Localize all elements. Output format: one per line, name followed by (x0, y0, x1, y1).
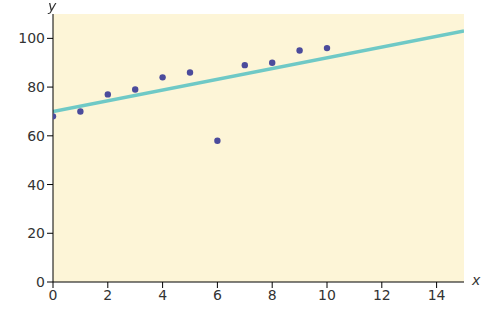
svg-text:12: 12 (373, 287, 391, 303)
svg-text:6: 6 (213, 287, 222, 303)
svg-text:0: 0 (49, 287, 58, 303)
svg-text:4: 4 (158, 287, 167, 303)
svg-text:80: 80 (27, 79, 45, 95)
html-text:x: x (472, 272, 481, 288)
svg-text:8: 8 (268, 287, 277, 303)
svg-text:100: 100 (18, 30, 45, 46)
svg-text:20: 20 (27, 225, 45, 241)
svg-text:0: 0 (36, 274, 45, 290)
svg-text:14: 14 (428, 287, 446, 303)
svg-text:60: 60 (27, 128, 45, 144)
svg-text:10: 10 (318, 287, 336, 303)
svg-text:2: 2 (103, 287, 112, 303)
svg-text:40: 40 (27, 177, 45, 193)
